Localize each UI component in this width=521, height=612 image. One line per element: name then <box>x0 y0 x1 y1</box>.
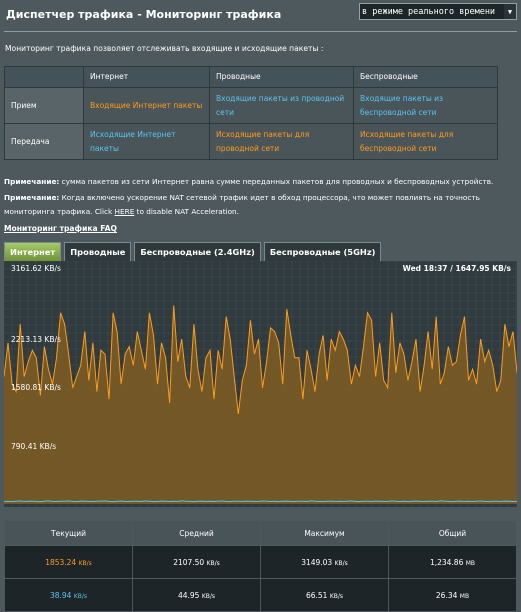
stats-cell: 26.34 MB <box>388 578 517 612</box>
stats-unit: KB/s <box>78 559 92 567</box>
stats-unit: MB <box>465 559 476 567</box>
stats-value: 1,234.86 <box>429 557 464 567</box>
tab-wireless-5[interactable]: Беспроводные (5GHz) <box>263 242 382 261</box>
stats-cell: 1,234.86 MB <box>388 545 517 579</box>
note-text: сумма пакетов из сети Интернет равна сум… <box>59 177 494 186</box>
here-link[interactable]: HERE <box>114 207 135 216</box>
table-row: Прием Входящие Интернет пакеты Входящие … <box>4 87 498 124</box>
mode-select-value: в режиме реального времени <box>362 6 496 17</box>
chart-svg <box>4 261 517 507</box>
stats-value: 1853.24 <box>45 557 77 567</box>
note-2: Примечание: Когда включено ускорение NAT… <box>4 191 516 219</box>
table-header-cell: Беспроводные <box>353 66 498 88</box>
stats-unit: KB/s <box>206 559 220 567</box>
stats-cell: 2107.50 KB/s <box>132 545 261 579</box>
stats-value: 66.51 <box>305 590 328 600</box>
table-cell: Исходящие пакеты для проводной сети <box>209 123 354 160</box>
intro-text: Мониторинг трафика позволяет отслеживать… <box>5 44 324 53</box>
tx-series-line <box>4 500 517 503</box>
note-label: Примечание: <box>4 193 60 202</box>
stats-header-cell: Текущий <box>4 520 133 546</box>
stats-unit: KB/s <box>201 592 216 600</box>
stats-cell: 3149.03 KB/s <box>260 545 389 579</box>
mode-select[interactable]: в режиме реального времени ▼ <box>359 3 517 20</box>
stats-cell: 44.95 KB/s <box>132 578 261 612</box>
traffic-legend-table: Интернет Проводные Беспроводные Прием Вх… <box>4 66 498 160</box>
rx-series-line <box>4 305 517 415</box>
tab-internet[interactable]: Интернет <box>4 242 62 261</box>
stats-unit: KB/s <box>73 592 88 600</box>
tab-wireless-24[interactable]: Беспроводные (2.4GHz) <box>134 242 261 261</box>
stats-table: Текущий Средний Максимум Общий 1853.24 K… <box>4 520 517 612</box>
faq-link[interactable]: Мониторинг трафика FAQ <box>4 224 117 233</box>
header-divider <box>4 31 517 32</box>
note-1: Примечание: сумма пакетов из сети Интерн… <box>4 175 516 189</box>
table-header-cell: Интернет <box>83 66 210 88</box>
table-header-row: Интернет Проводные Беспроводные <box>4 66 498 88</box>
table-cell: Исходящие Интернет пакеты <box>83 123 210 160</box>
traffic-chart: Wed 18:37 / 1647.95 KB/s 3161.62 KB/s 22… <box>4 261 517 507</box>
stats-header-cell: Максимум <box>260 520 389 546</box>
stats-cell: 38.94 KB/s <box>4 578 133 612</box>
stats-value: 3149.03 <box>301 557 333 567</box>
table-header-cell <box>4 66 84 88</box>
stats-cell: 1853.24 KB/s <box>4 545 133 579</box>
tab-wired[interactable]: Проводные <box>64 242 132 261</box>
stats-value: 26.34 <box>435 590 458 600</box>
note-text: to disable NAT Acceleration. <box>134 207 239 216</box>
y-axis-label: 3161.62 KB/s <box>11 264 61 273</box>
y-axis-label: 2213.13 KB/s <box>11 335 61 345</box>
stats-value: 38.94 <box>49 590 72 600</box>
stats-rx-row: 1853.24 KB/s 2107.50 KB/s 3149.03 KB/s 1… <box>4 545 517 579</box>
y-axis-label: 790.41 KB/s <box>11 441 57 451</box>
row-label: Прием <box>4 87 84 124</box>
table-header-cell: Проводные <box>209 66 354 88</box>
stats-header-cell: Общий <box>388 520 517 546</box>
table-cell: Входящие Интернет пакеты <box>83 87 210 124</box>
chart-timestamp: Wed 18:37 / 1647.95 KB/s <box>402 264 511 273</box>
stats-unit: MB <box>459 592 470 600</box>
note-text: Когда включено ускорение NAT сетевой тра… <box>4 193 480 216</box>
rx-area <box>4 305 517 504</box>
y-axis-label: 1580.81 KB/s <box>11 382 61 392</box>
note-label: Примечание: <box>4 177 60 186</box>
stats-unit: KB/s <box>334 559 348 567</box>
stats-value: 44.95 <box>177 590 200 600</box>
table-cell: Исходящие пакеты для беспроводной сети <box>353 123 498 160</box>
table-cell: Входящие пакеты из беспроводной сети <box>353 87 498 124</box>
row-label: Передача <box>4 123 84 160</box>
header: Диспетчер трафика - Мониторинг трафика в… <box>0 0 521 34</box>
table-row: Передача Исходящие Интернет пакеты Исход… <box>4 123 498 160</box>
stats-header-row: Текущий Средний Максимум Общий <box>4 520 517 546</box>
stats-cell: 66.51 KB/s <box>260 578 389 612</box>
stats-header-cell: Средний <box>132 520 261 546</box>
stats-unit: KB/s <box>329 592 344 600</box>
tab-bar: Интернет Проводные Беспроводные (2.4GHz)… <box>4 242 382 261</box>
table-cell: Входящие пакеты из проводной сети <box>209 87 354 124</box>
page-title: Диспетчер трафика - Мониторинг трафика <box>6 8 282 21</box>
chevron-down-icon: ▼ <box>504 4 516 19</box>
stats-value: 2107.50 <box>173 557 205 567</box>
stats-tx-row: 38.94 KB/s 44.95 KB/s 66.51 KB/s 26.34 M… <box>4 578 517 612</box>
